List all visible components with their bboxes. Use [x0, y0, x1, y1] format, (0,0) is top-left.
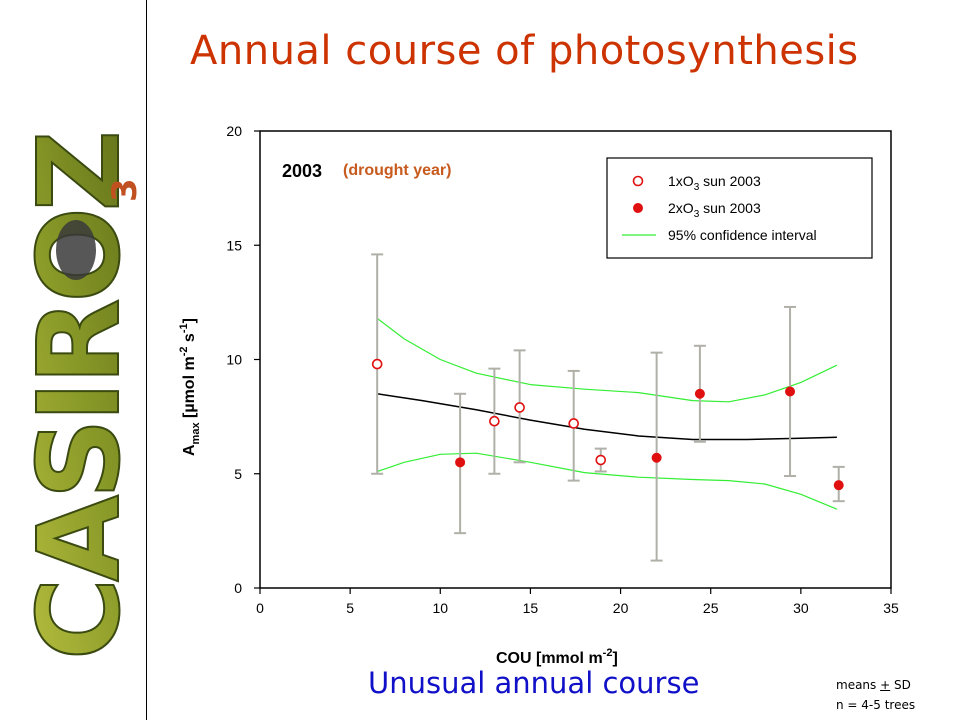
- data-point-1xo3: [568, 418, 579, 429]
- x-tick-label: 30: [793, 600, 809, 616]
- x-tick-label: 15: [523, 600, 539, 616]
- data-point-2xo3: [651, 452, 662, 463]
- year-label: 2003: [282, 161, 322, 181]
- legend-box: [606, 157, 873, 259]
- data-point-2xo3: [833, 480, 844, 491]
- x-tick-label: 5: [346, 600, 354, 616]
- legend-label-2xo3: 2xO3 sun 2003: [668, 200, 761, 220]
- x-tick-label: 10: [432, 600, 448, 616]
- y-tick-label: 20: [226, 123, 242, 139]
- y-tick-label: 5: [234, 466, 242, 482]
- x-tick-label: 20: [613, 600, 629, 616]
- legend-label-1xo3: 1xO3 sun 2003: [668, 173, 761, 193]
- footnote: means + SD n = 4-5 trees: [836, 675, 915, 715]
- legend-label-ci: 95% confidence interval: [668, 227, 817, 243]
- legend-marker-open: [632, 175, 644, 187]
- data-point-1xo3: [371, 358, 383, 370]
- tree-icon: [56, 220, 96, 280]
- slide-title: Annual course of photosynthesis: [190, 28, 859, 74]
- x-tick-label: 0: [256, 600, 264, 616]
- footnote-sample-size: n = 4-5 trees: [836, 698, 916, 712]
- x-tick-label: 25: [703, 600, 719, 616]
- data-point-2xo3: [455, 457, 466, 468]
- data-point-2xo3: [694, 388, 705, 399]
- regression-fit-line: [377, 393, 837, 441]
- y-tick-label: 15: [226, 237, 242, 253]
- y-axis-label: Amax [µmol m-2 s-1]: [178, 318, 202, 456]
- x-axis-label: COU [mmol m-2]: [496, 647, 618, 667]
- y-tick-label: 10: [226, 352, 242, 368]
- footnote-stats: means + SD: [836, 678, 911, 692]
- data-point-1xo3: [595, 454, 607, 466]
- y-tick-label: 0: [234, 580, 242, 596]
- data-point-2xo3: [785, 386, 796, 397]
- data-point-1xo3: [514, 402, 525, 413]
- legend-marker-filled: [633, 203, 643, 213]
- casiroz-logo: CASIROZ 3: [18, 133, 146, 660]
- data-point-1xo3: [489, 415, 500, 427]
- ci-upper-line: [376, 317, 838, 403]
- ci-lower-line: [377, 452, 838, 510]
- slide-subtitle: Unusual annual course: [368, 666, 700, 700]
- year-note: (drought year): [343, 162, 451, 179]
- logo-text: CASIROZ: [18, 134, 145, 660]
- logo-subscript: 3: [105, 178, 145, 202]
- slide-divider-line: [146, 0, 147, 720]
- x-tick-label: 35: [883, 600, 899, 616]
